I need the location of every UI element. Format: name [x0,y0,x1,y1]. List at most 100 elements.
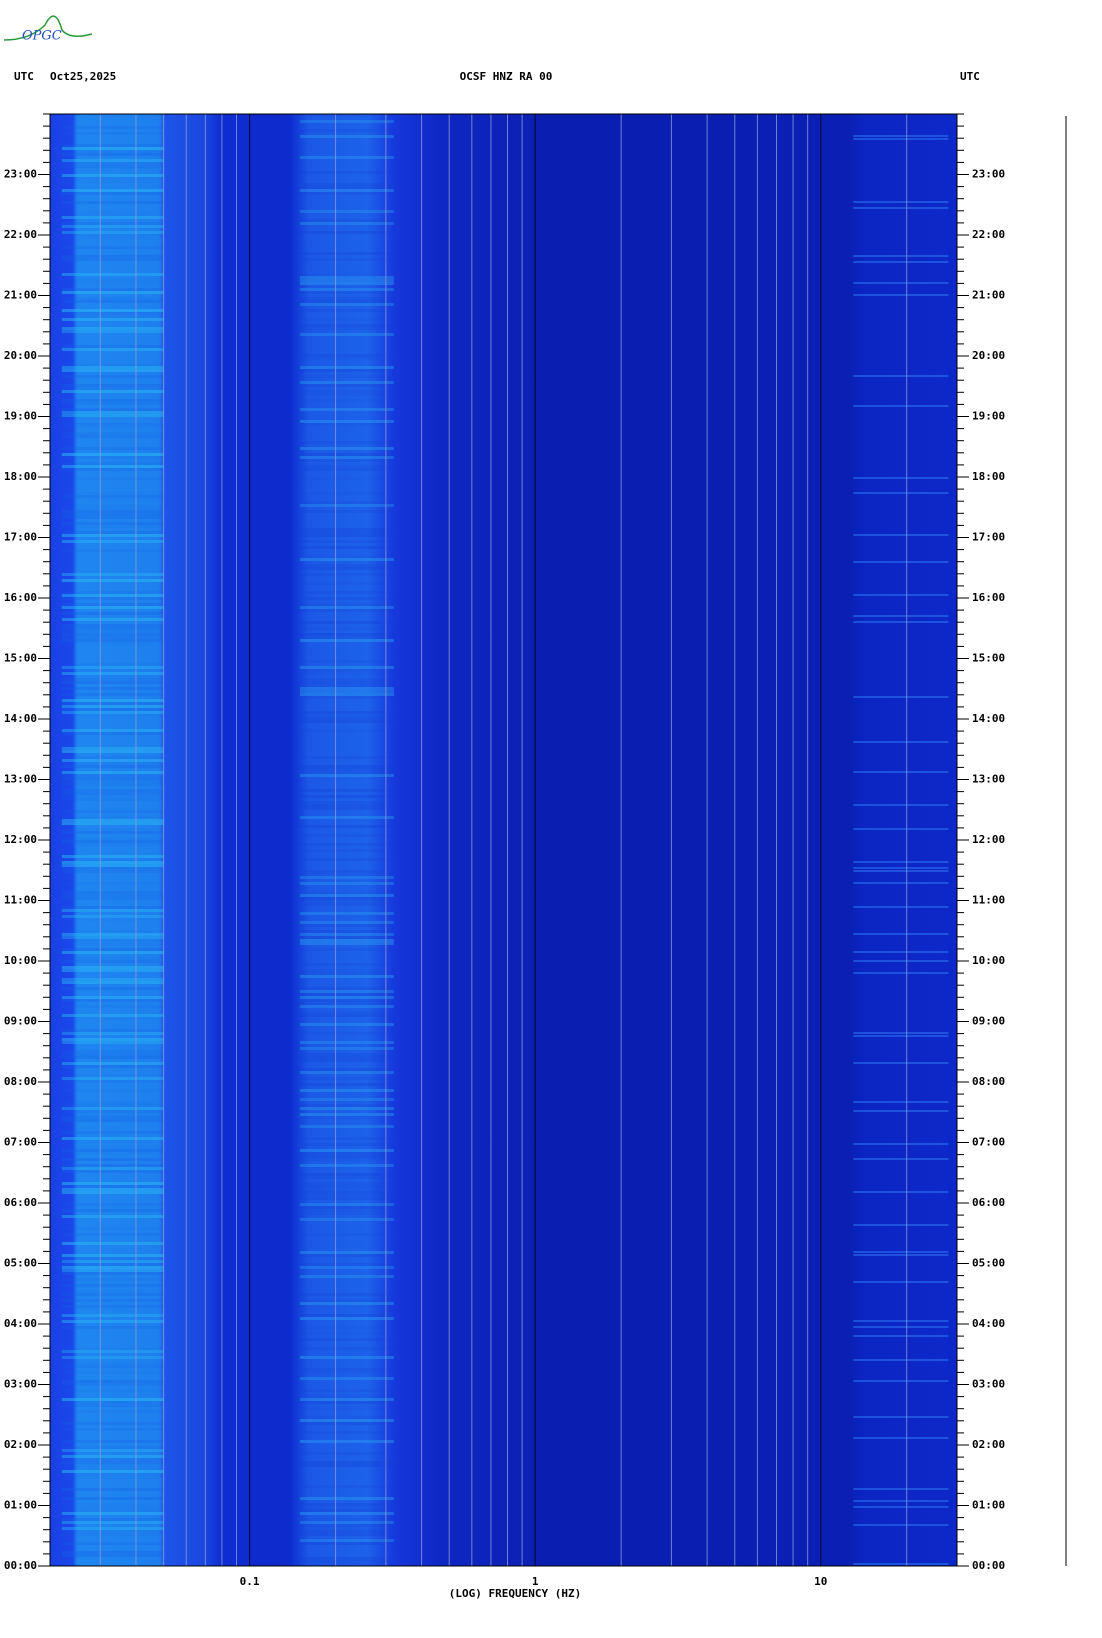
y-tick-label: 07:00 [4,1136,37,1149]
texture-stripe [299,192,394,195]
texture-stripe [61,126,164,129]
texture-stripe [61,711,164,714]
texture-stripe [299,990,394,993]
texture-stripe [299,1188,394,1191]
texture-stripe [61,168,164,171]
texture-stripe [61,210,164,213]
texture-stripe [299,1407,394,1410]
texture-stripe [61,1518,164,1521]
texture-stripe [61,525,164,528]
texture-stripe [61,1077,164,1080]
texture-stripe [61,1053,164,1056]
texture-stripe [853,1062,949,1064]
texture-stripe [61,390,164,393]
texture-stripe [61,1164,164,1167]
texture-stripe [299,891,394,894]
texture-stripe [299,1299,394,1302]
texture-stripe [299,384,394,387]
texture-stripe [61,579,164,582]
texture-stripe [853,1281,949,1283]
texture-stripe [299,1521,394,1524]
texture-stripe [61,639,164,642]
texture-stripe [299,1206,394,1209]
texture-stripe [61,1167,164,1170]
texture-stripe [61,327,164,330]
texture-stripe [299,1212,394,1215]
texture-stripe [61,978,164,981]
y-tick-label: 02:00 [972,1438,1005,1451]
texture-stripe [299,1158,394,1161]
texture-stripe [61,174,164,177]
texture-stripe [853,1326,949,1328]
texture-stripe [853,282,949,284]
y-tick-label: 00:00 [972,1559,1005,1572]
texture-stripe [61,1455,164,1458]
texture-stripe [299,681,394,684]
texture-stripe [853,135,949,137]
texture-stripe [299,399,394,402]
texture-stripe [299,531,394,534]
y-tick-label: 12:00 [4,833,37,846]
texture-stripe [299,972,394,975]
texture-stripe [61,1032,164,1035]
texture-stripe [853,594,949,596]
texture-stripe [61,936,164,939]
texture-stripe [299,1014,394,1017]
texture-stripe [299,771,394,774]
texture-stripe [299,1356,394,1359]
texture-stripe [61,456,164,459]
y-tick-label: 13:00 [972,773,1005,786]
texture-stripe [61,1449,164,1452]
y-tick-label: 04:00 [972,1317,1005,1330]
texture-stripe [61,858,164,861]
texture-stripe [61,1530,164,1533]
texture-stripe [299,393,394,396]
texture-stripe [299,873,394,876]
texture-stripe [299,369,394,372]
texture-stripe [853,867,949,869]
texture-stripe [853,477,949,479]
y-tick-label: 05:00 [4,1257,37,1270]
texture-stripe [61,1446,164,1449]
texture-stripe [299,993,394,996]
texture-stripe [299,948,394,951]
texture-stripe [853,1506,949,1508]
texture-stripe [61,1464,164,1467]
texture-stripe [61,1380,164,1383]
texture-stripe [299,1542,394,1545]
texture-stripe [61,930,164,933]
texture-stripe [299,720,394,723]
texture-stripe [61,951,164,954]
texture-stripe [61,1203,164,1206]
texture-stripe [853,1101,949,1103]
texture-stripe [299,375,394,378]
chart-title: OCSF HNZ RA 00 [460,70,553,83]
texture-stripe [299,453,394,456]
texture-stripe [61,816,164,819]
texture-stripe [61,828,164,831]
texture-stripe [61,783,164,786]
texture-stripe [299,609,394,612]
texture-stripe [61,774,164,777]
texture-stripe [299,1503,394,1506]
texture-stripe [61,1428,164,1431]
texture-stripe [299,1173,394,1176]
y-tick-label: 00:00 [4,1559,37,1572]
y-tick-label: 20:00 [4,349,37,362]
texture-stripe [61,1551,164,1554]
texture-stripe [299,1266,394,1269]
texture-stripe [61,1116,164,1119]
texture-stripe [299,273,394,276]
texture-stripe [299,843,394,846]
texture-stripe [61,933,164,936]
texture-stripe [299,390,394,393]
texture-stripe [299,183,394,186]
texture-stripe [61,1305,164,1308]
texture-stripe [61,747,164,750]
texture-stripe [853,951,949,953]
y-tick-label: 03:00 [4,1378,37,1391]
texture-stripe [61,144,164,147]
texture-stripe [61,1389,164,1392]
texture-stripe [853,1191,949,1193]
